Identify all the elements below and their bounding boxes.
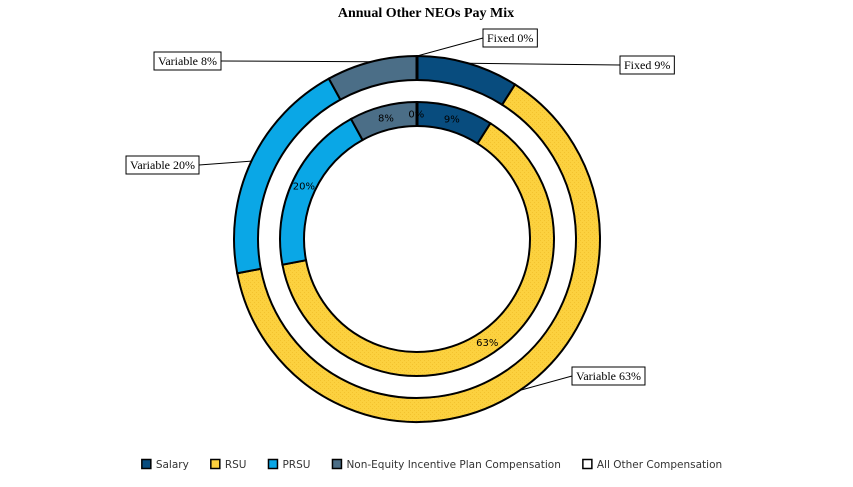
legend-swatch [210, 458, 221, 470]
legend-label: Salary [156, 459, 189, 471]
legend-swatch [141, 458, 152, 470]
legend-swatch [582, 458, 593, 470]
inner-data-labels: 9% 63% 20% 8% 0% [293, 110, 499, 349]
inner-label-prsu: 20% [293, 181, 315, 192]
legend-item-all-other-compensation: All Other Compensation [582, 458, 722, 471]
callout-leader-line [416, 37, 484, 57]
callout-box [482, 28, 538, 48]
inner-ring [279, 100, 555, 377]
chart-legend: Salary RSU PRSU Non-Equity Incentive Plan C… [141, 458, 722, 471]
callout-rsu: Variable 63% [519, 366, 646, 391]
outer-ring [233, 54, 601, 423]
callout-label: Fixed 0% [487, 31, 533, 45]
callout-label: Variable 63% [576, 369, 641, 383]
callout-all-other-compensation: Fixed 0% [416, 28, 538, 57]
callout-prsu: Variable 20% [125, 155, 252, 175]
inner-slice-rsu [281, 121, 555, 377]
chart-title: Annual Other NEOs Pay Mix [338, 6, 514, 21]
callout-label: Variable 8% [158, 54, 217, 68]
callout-leader-line [220, 60, 372, 63]
outer-callouts: Fixed 9% Variable 63% Variable 20% Variable… [125, 28, 675, 391]
outer-slice-non-equity-incentive-plan-compensation [327, 54, 418, 102]
inner-label-rsu: 63% [476, 338, 498, 349]
legend-label: RSU [225, 459, 247, 471]
legend-item-prsu: PRSU [267, 458, 310, 471]
legend-item-rsu: RSU [210, 458, 247, 471]
callout-label: Variable 20% [130, 158, 195, 172]
callout-leader-line [198, 160, 252, 166]
callout-leader-line [468, 62, 621, 66]
callout-leader-line [519, 375, 573, 391]
inner-label-all-other-compensation: 0% [408, 110, 424, 121]
legend-item-non-equity-incentive-plan-compensation: Non-Equity Incentive Plan Compensation [331, 458, 561, 471]
inner-label-salary: 9% [444, 114, 460, 125]
inner-label-non-equity-incentive-plan-compensation: 8% [378, 113, 394, 124]
callout-box [619, 55, 675, 75]
legend-item-salary: Salary [141, 458, 189, 471]
callout-non-equity-incentive-plan-compensation: Variable 8% [153, 51, 372, 71]
callout-box [125, 155, 200, 175]
legend-label: Non-Equity Incentive Plan Compensation [346, 459, 560, 471]
legend-label: All Other Compensation [597, 459, 722, 471]
outer-slice-rsu [236, 83, 601, 423]
legend-label: PRSU [282, 459, 310, 471]
callout-label: Fixed 9% [624, 58, 670, 72]
callout-box [153, 51, 222, 71]
legend-swatch [267, 458, 279, 470]
callout-salary: Fixed 9% [468, 55, 675, 75]
callout-box [571, 366, 646, 386]
legend-swatch [331, 458, 343, 470]
